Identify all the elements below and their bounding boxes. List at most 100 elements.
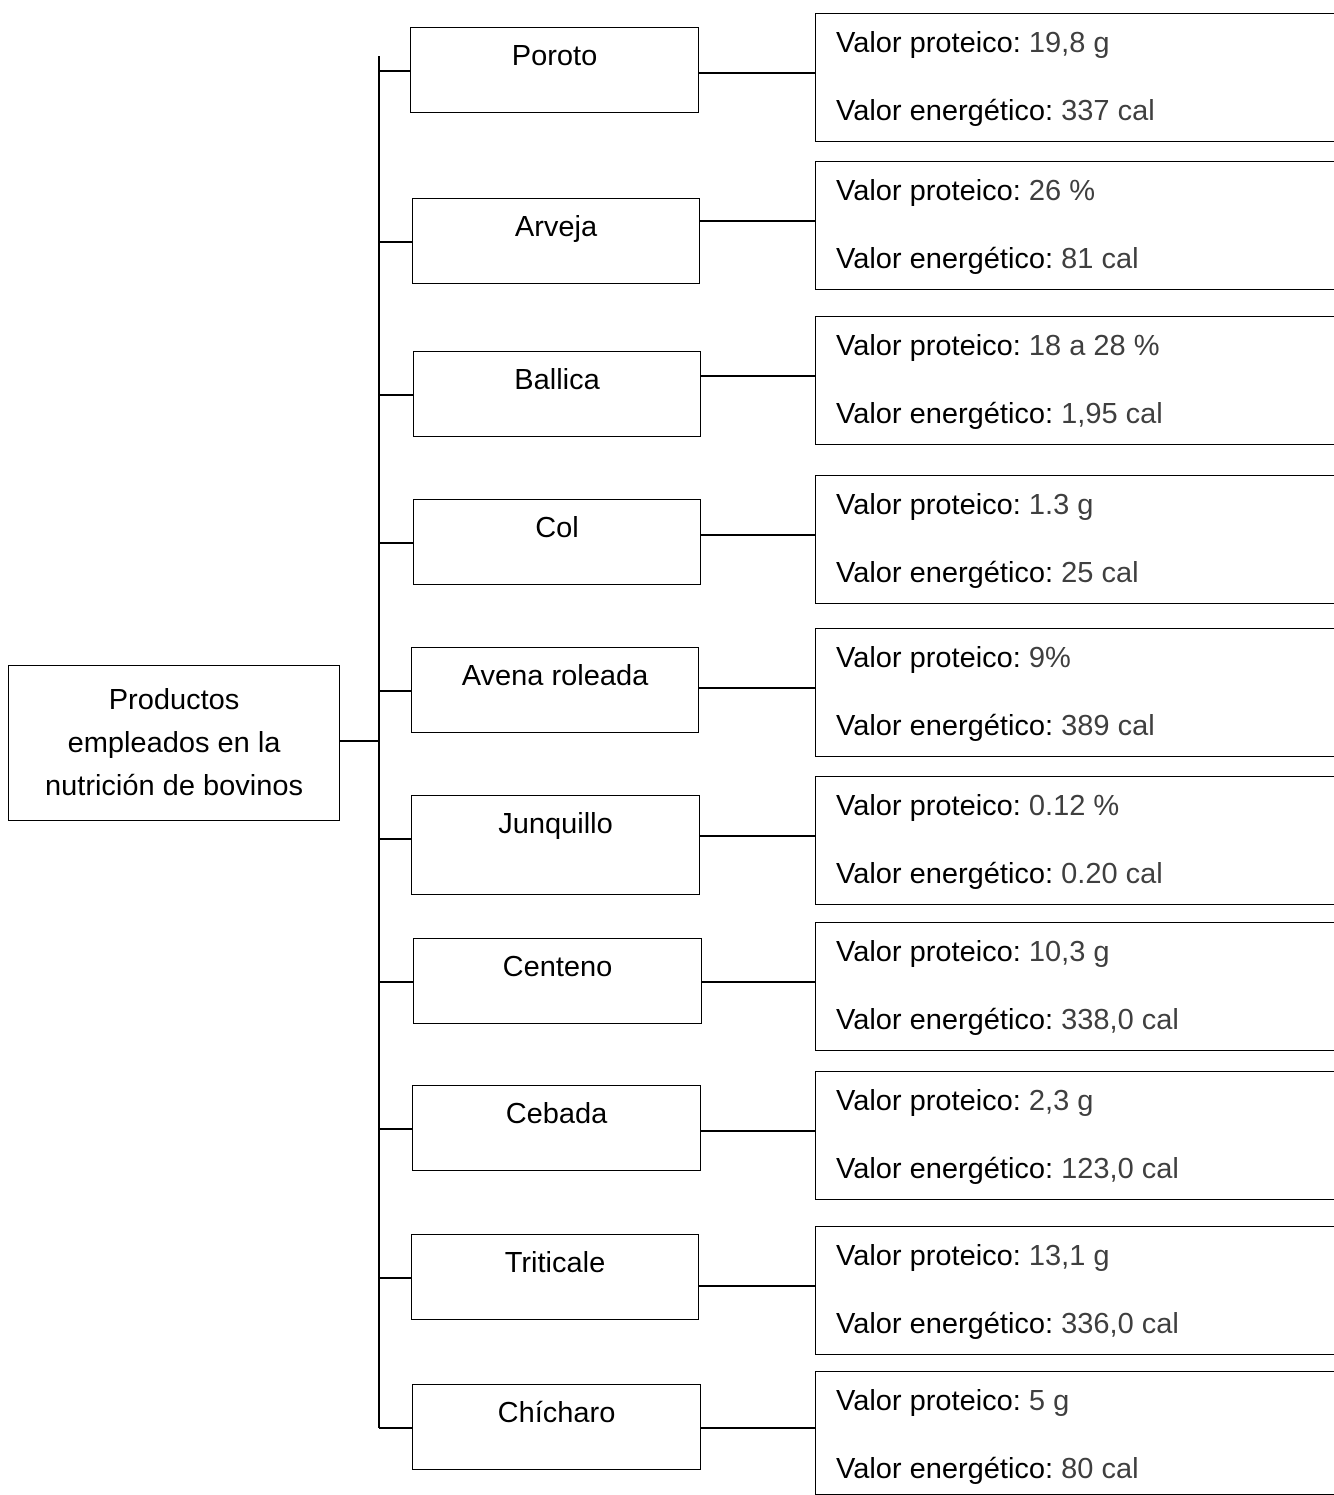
energy-line: Valor energético: 337 cal: [836, 95, 1155, 128]
energy-label: Valor energético:: [836, 710, 1054, 742]
energy-value: 123,0 cal: [1061, 1153, 1179, 1185]
protein-line: Valor proteico: 1.3 g: [836, 489, 1093, 522]
energy-line: Valor energético: 336,0 cal: [836, 1308, 1179, 1341]
branch-line: [379, 70, 410, 72]
product-8-details: Valor proteico: 2,3 g Valor energético: 1…: [815, 1071, 1334, 1200]
product-5-box: Avena roleada: [411, 647, 699, 733]
energy-line: Valor energético: 0.20 cal: [836, 858, 1163, 891]
product-10-details: Valor proteico: 5 g Valor energético: 80 …: [815, 1371, 1334, 1495]
product-1-box: Poroto: [410, 27, 699, 113]
product-4-box: Col: [413, 499, 701, 585]
product-10-name: Chícharo: [497, 1397, 616, 1429]
product-6-box: Junquillo: [411, 795, 700, 895]
energy-label: Valor energético:: [836, 1004, 1054, 1036]
protein-line: Valor proteico: 10,3 g: [836, 936, 1110, 969]
protein-value: 18 a 28 %: [1028, 330, 1160, 362]
branch-line: [379, 981, 413, 983]
energy-line: Valor energético: 81 cal: [836, 243, 1139, 276]
root-label-line: Productos: [108, 683, 240, 716]
product-2-details: Valor proteico: 26 % Valor energético: 81…: [815, 161, 1334, 290]
product-4-details: Valor proteico: 1.3 g Valor energético: 2…: [815, 475, 1334, 604]
product-9-details: Valor proteico: 13,1 g Valor energético: …: [815, 1226, 1334, 1355]
detail-connector: [700, 220, 815, 222]
product-2-name: Arveja: [514, 211, 598, 243]
protein-label: Valor proteico:: [836, 642, 1021, 674]
detail-connector: [699, 687, 815, 689]
energy-label: Valor energético:: [836, 95, 1054, 127]
energy-label: Valor energético:: [836, 1153, 1054, 1185]
energy-value: 0.20 cal: [1061, 858, 1163, 890]
branch-line: [379, 241, 412, 243]
product-3-box: Ballica: [413, 351, 701, 437]
energy-line: Valor energético: 123,0 cal: [836, 1153, 1179, 1186]
branch-line: [379, 1427, 412, 1429]
protein-label: Valor proteico:: [836, 1240, 1021, 1272]
protein-value: 10,3 g: [1028, 936, 1110, 968]
detail-connector: [702, 981, 815, 983]
protein-line: Valor proteico: 18 a 28 %: [836, 330, 1160, 363]
protein-value: 26 %: [1028, 175, 1096, 207]
energy-line: Valor energético: 389 cal: [836, 710, 1155, 743]
protein-line: Valor proteico: 9%: [836, 642, 1071, 675]
energy-value: 337 cal: [1061, 95, 1155, 127]
protein-value: 1.3 g: [1028, 489, 1094, 521]
detail-connector: [699, 1285, 815, 1287]
energy-label: Valor energético:: [836, 243, 1054, 275]
energy-value: 336,0 cal: [1061, 1308, 1179, 1340]
product-4-name: Col: [535, 512, 579, 544]
product-8-name: Cebada: [505, 1098, 608, 1130]
protein-line: Valor proteico: 26 %: [836, 175, 1095, 208]
product-1-name: Poroto: [511, 40, 598, 72]
protein-label: Valor proteico:: [836, 27, 1021, 59]
protein-label: Valor proteico:: [836, 330, 1021, 362]
energy-value: 338,0 cal: [1061, 1004, 1179, 1036]
energy-value: 80 cal: [1061, 1453, 1139, 1485]
protein-value: 13,1 g: [1028, 1240, 1110, 1272]
product-7-name: Centeno: [502, 951, 613, 983]
protein-line: Valor proteico: 5 g: [836, 1385, 1069, 1418]
protein-value: 9%: [1028, 642, 1071, 674]
energy-label: Valor energético:: [836, 1308, 1054, 1340]
energy-line: Valor energético: 25 cal: [836, 557, 1139, 590]
protein-label: Valor proteico:: [836, 1385, 1021, 1417]
root-label: Productos empleados en la nutrición de b…: [45, 679, 303, 808]
energy-line: Valor energético: 80 cal: [836, 1453, 1139, 1486]
protein-label: Valor proteico:: [836, 790, 1021, 822]
energy-label: Valor energético:: [836, 398, 1054, 430]
product-2-box: Arveja: [412, 198, 700, 284]
branch-line: [379, 1277, 411, 1279]
detail-connector: [701, 534, 815, 536]
product-6-details: Valor proteico: 0.12 % Valor energético: …: [815, 776, 1334, 905]
energy-value: 389 cal: [1061, 710, 1155, 742]
protein-line: Valor proteico: 0.12 %: [836, 790, 1119, 823]
branch-line: [379, 1128, 412, 1130]
energy-label: Valor energético:: [836, 557, 1054, 589]
root-node: Productos empleados en la nutrición de b…: [8, 665, 340, 821]
product-1-details: Valor proteico: 19,8 g Valor energético: …: [815, 13, 1334, 142]
protein-label: Valor proteico:: [836, 936, 1021, 968]
root-label-line: empleados en la: [67, 726, 281, 759]
product-6-name: Junquillo: [498, 808, 613, 840]
energy-value: 25 cal: [1061, 557, 1139, 589]
branch-line: [379, 542, 413, 544]
root-label-line: nutrición de bovinos: [45, 769, 303, 802]
product-10-box: Chícharo: [412, 1384, 701, 1470]
detail-connector: [701, 1427, 815, 1429]
energy-value: 1,95 cal: [1061, 398, 1163, 430]
product-5-details: Valor proteico: 9% Valor energético: 389 …: [815, 628, 1334, 757]
detail-connector: [701, 1130, 815, 1132]
energy-line: Valor energético: 338,0 cal: [836, 1004, 1179, 1037]
protein-value: 19,8 g: [1028, 27, 1110, 59]
detail-connector: [701, 375, 815, 377]
protein-value: 0.12 %: [1028, 790, 1120, 822]
root-connector: [340, 740, 379, 742]
detail-connector: [700, 835, 815, 837]
energy-label: Valor energético:: [836, 1453, 1054, 1485]
product-5-name: Avena roleada: [461, 660, 649, 692]
product-9-name: Triticale: [504, 1247, 606, 1279]
product-7-box: Centeno: [413, 938, 702, 1024]
product-3-name: Ballica: [514, 364, 600, 396]
product-9-box: Triticale: [411, 1234, 699, 1320]
branch-line: [379, 838, 411, 840]
